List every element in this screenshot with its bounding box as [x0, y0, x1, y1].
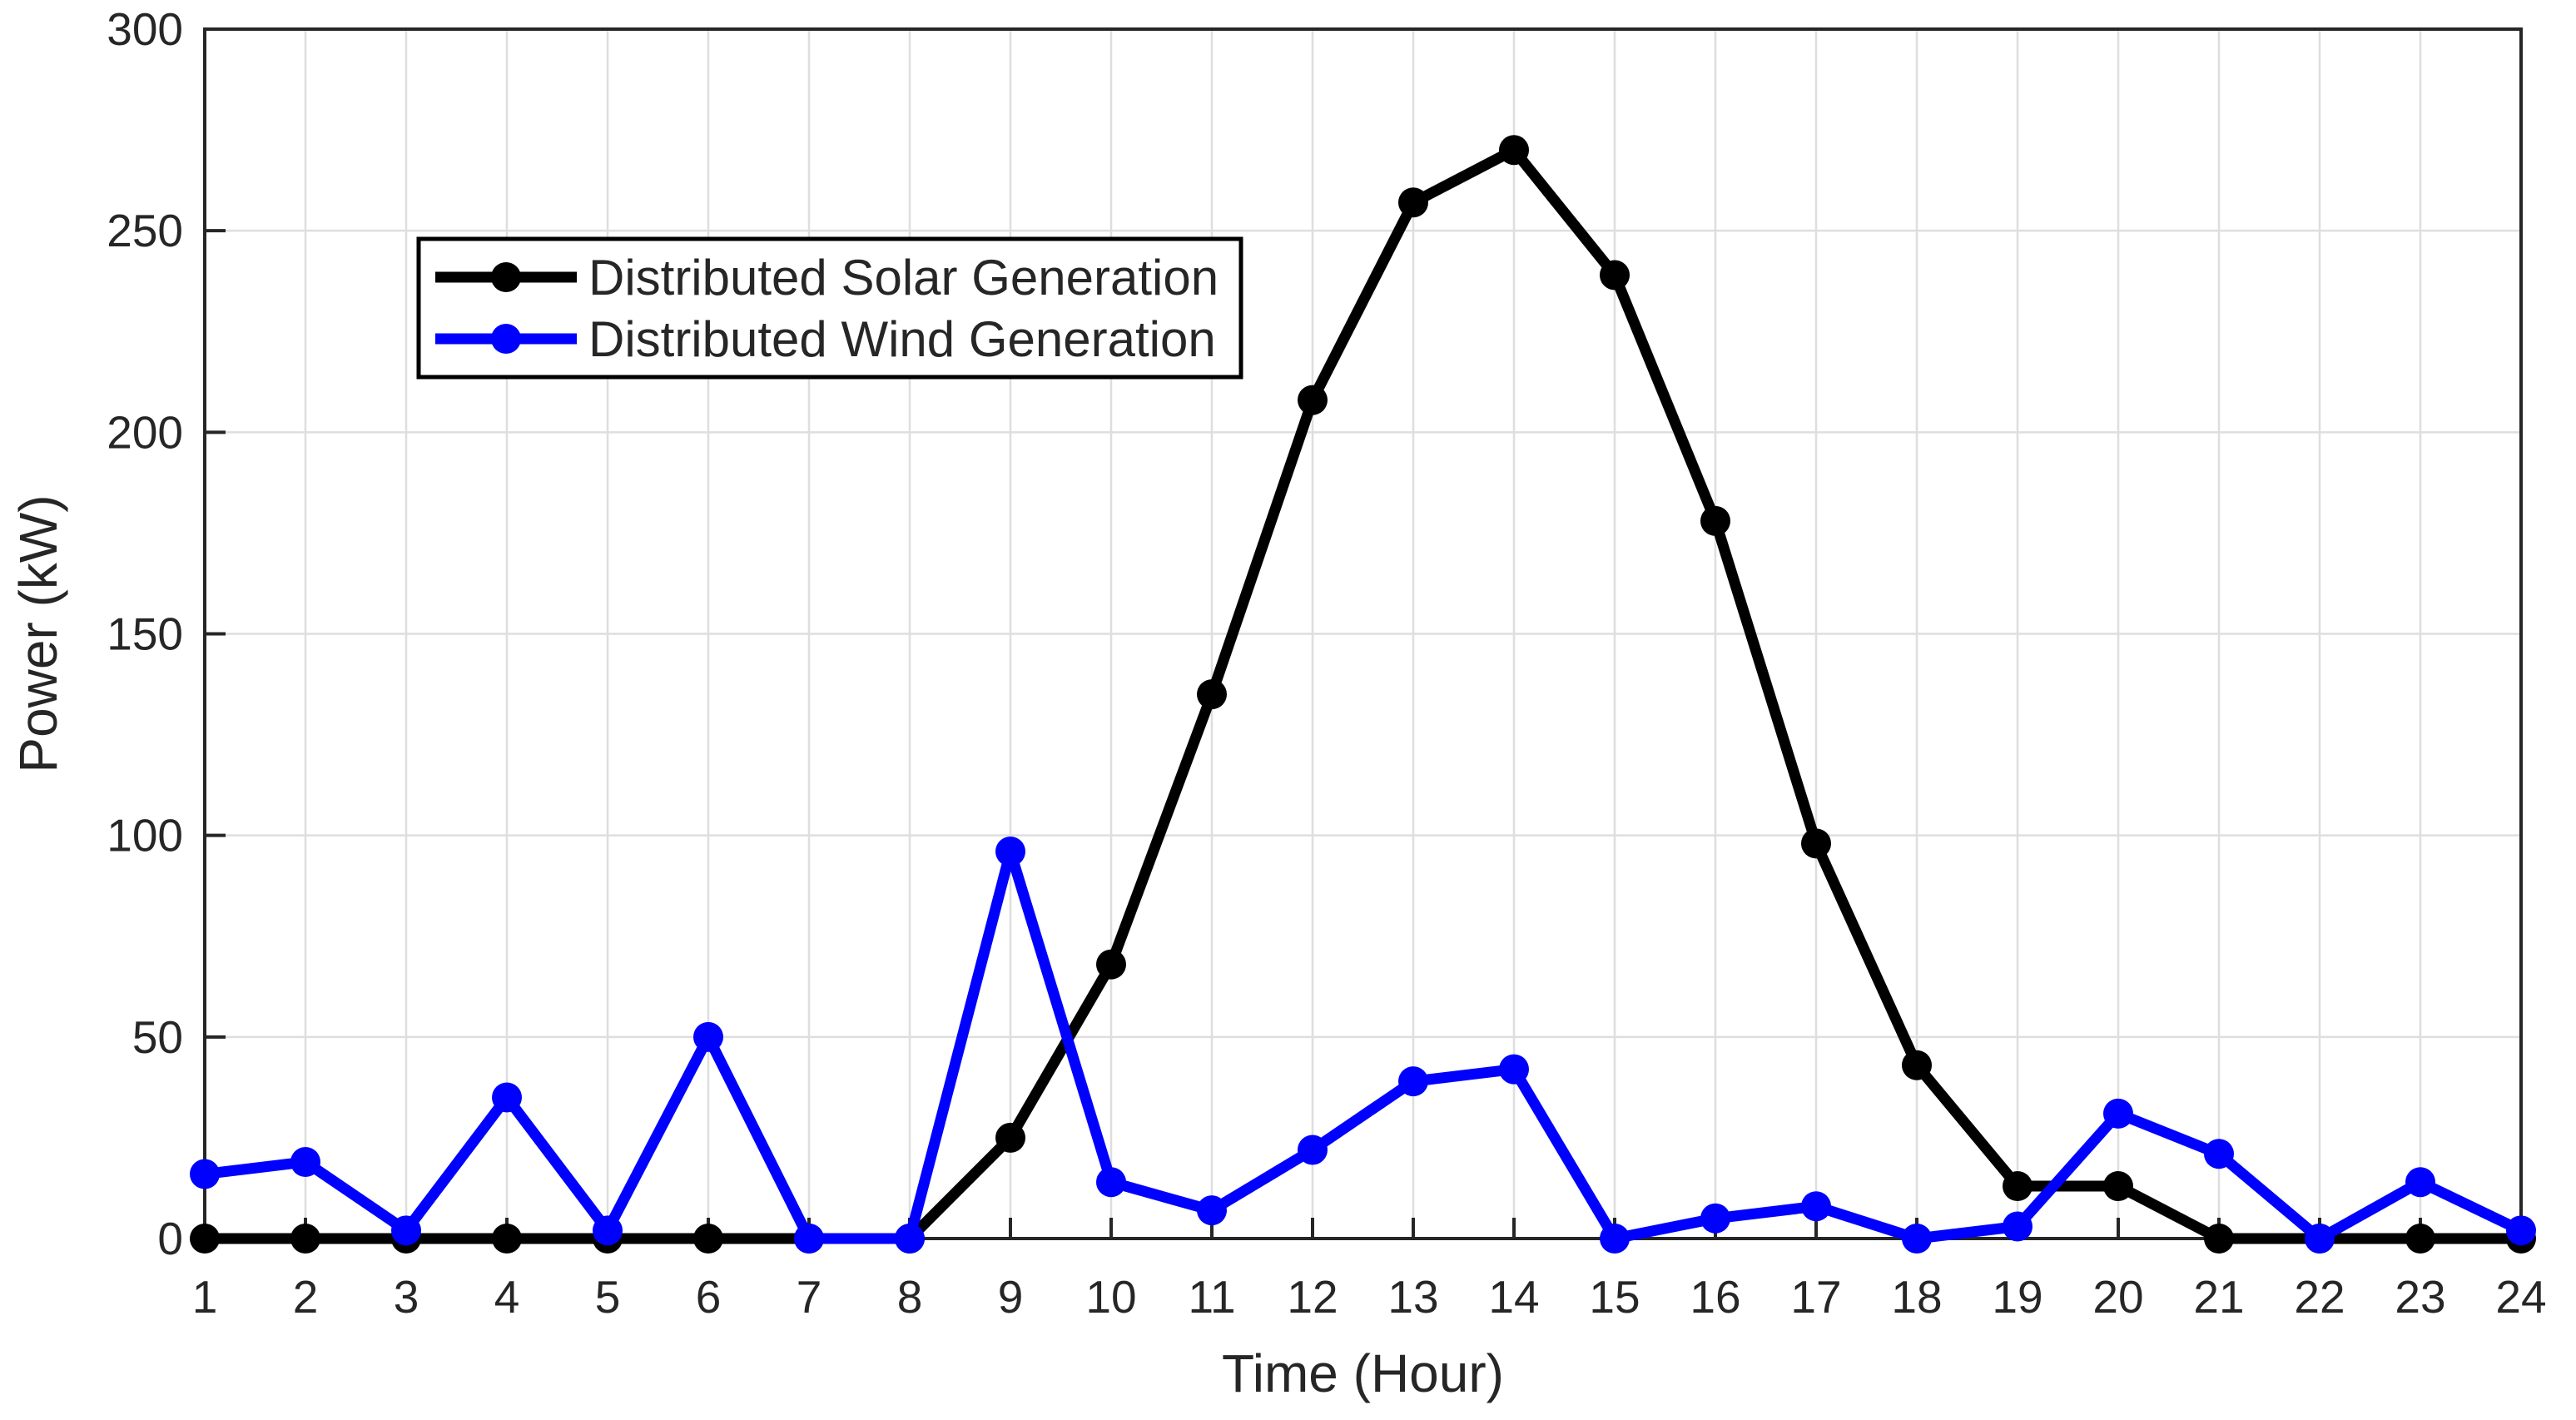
x-tick-label: 22: [2294, 1271, 2345, 1323]
solar-series-marker: [1499, 135, 1529, 166]
wind-series-marker: [2405, 1167, 2435, 1198]
solar-series-line: [199, 144, 2527, 1244]
solar-series-marker: [1197, 679, 1227, 710]
grid: [205, 29, 2521, 1239]
wind-series-marker: [391, 1215, 421, 1246]
wind-series-marker: [1700, 1203, 1730, 1234]
legend-marker-icon: [491, 262, 521, 292]
x-tick-label: 14: [1488, 1271, 1539, 1323]
legend-box: [416, 236, 1243, 380]
x-tick-label: 10: [1085, 1271, 1136, 1323]
wind-series-marker: [1298, 1135, 1328, 1165]
x-tick-label: 21: [2193, 1271, 2244, 1323]
y-tick-label: 200: [107, 406, 183, 458]
wind-series-marker: [2305, 1224, 2335, 1254]
y-tick-label: 0: [157, 1213, 183, 1264]
wind-series-marker: [895, 1224, 925, 1254]
x-tick-label: 4: [494, 1271, 520, 1323]
wind-series-marker: [794, 1224, 824, 1254]
x-tick-label: 15: [1589, 1271, 1640, 1323]
legend-marker-icon: [491, 324, 521, 354]
legend: Distributed Solar Generation Distributed …: [416, 236, 1243, 380]
wind-series-marker: [693, 1021, 723, 1052]
solar-series-marker: [693, 1224, 723, 1254]
legend-label: Distributed Solar Generation: [588, 250, 1219, 305]
wind-series-marker: [1600, 1224, 1630, 1254]
wind-series-marker: [2204, 1139, 2234, 1169]
solar-series-marker: [995, 1122, 1025, 1153]
x-tick-label: 2: [293, 1271, 319, 1323]
wind-series-line: [199, 846, 2527, 1244]
x-axis-label: Time (Hour): [1222, 1343, 1504, 1403]
wind-series-marker: [290, 1146, 320, 1177]
wind-series-marker: [1197, 1195, 1227, 1226]
solar-series-marker: [2003, 1171, 2033, 1202]
solar-series-marker: [2405, 1224, 2435, 1254]
wind-series-marker: [1902, 1224, 1932, 1254]
wind-series-marker: [2103, 1098, 2133, 1129]
solar-series-marker: [1801, 828, 1831, 859]
solar-series-marker: [1700, 505, 1730, 536]
y-tick-label: 150: [107, 608, 183, 660]
x-tick-labels: 1 2 3 4 5 6 7 8 9 10 11 12 13 14 15 16 17 18 19 20 21 22 23 24: [192, 1271, 2547, 1323]
legend-entry-solar: Distributed Solar Generation: [435, 250, 1219, 305]
x-tick-label: 18: [1891, 1271, 1942, 1323]
x-tick-label: 11: [1188, 1271, 1235, 1323]
y-tick-label: 300: [107, 3, 183, 55]
wind-series-marker: [2003, 1211, 2033, 1242]
solar-series-marker: [492, 1224, 522, 1254]
solar-series-marker: [2204, 1224, 2234, 1254]
wind-series-marker: [593, 1215, 623, 1246]
wind-series-marker: [190, 1159, 220, 1189]
y-tick-label: 250: [107, 205, 183, 256]
wind-series-marker: [2506, 1215, 2536, 1246]
wind-series: [190, 837, 2536, 1254]
legend-entry-wind: Distributed Wind Generation: [435, 311, 1216, 367]
x-tick-label: 8: [897, 1271, 923, 1323]
x-tick-label: 19: [1992, 1271, 2042, 1323]
solar-series-marker: [190, 1224, 220, 1254]
solar-series-marker: [2103, 1171, 2133, 1202]
legend-label: Distributed Wind Generation: [588, 311, 1216, 367]
y-tick-labels: 0 50 100 150 200 250 300: [107, 3, 183, 1264]
x-tick-label: 5: [595, 1271, 621, 1323]
x-tick-label: 6: [696, 1271, 722, 1323]
x-tick-label: 13: [1387, 1271, 1438, 1323]
solar-series-marker: [1398, 187, 1428, 218]
x-tick-label: 20: [2092, 1271, 2143, 1323]
wind-series-marker: [492, 1082, 522, 1113]
solar-series: [190, 135, 2536, 1254]
wind-series-marker: [1096, 1167, 1126, 1198]
wind-series-marker: [1499, 1054, 1529, 1085]
solar-series-marker: [1096, 949, 1126, 980]
wind-series-marker: [1398, 1066, 1428, 1097]
x-tick-label: 7: [797, 1271, 822, 1323]
y-tick-label: 50: [132, 1011, 183, 1063]
solar-series-marker: [1298, 385, 1328, 415]
x-tick-label: 9: [998, 1271, 1024, 1323]
wind-series-marker: [995, 837, 1025, 867]
y-tick-label: 100: [107, 810, 183, 861]
x-tick-label: 23: [2395, 1271, 2445, 1323]
solar-series-marker: [1902, 1050, 1932, 1080]
x-tick-label: 12: [1287, 1271, 1338, 1323]
wind-series-marker: [1801, 1191, 1831, 1222]
x-tick-label: 3: [394, 1271, 419, 1323]
x-tick-label: 17: [1790, 1271, 1841, 1323]
y-axis-label: Power (kW): [8, 494, 68, 772]
solar-series-marker: [290, 1224, 320, 1254]
x-tick-label: 16: [1690, 1271, 1740, 1323]
x-tick-label: 24: [2495, 1271, 2546, 1323]
x-tick-label: 1: [192, 1271, 218, 1323]
solar-series-marker: [1600, 260, 1630, 290]
